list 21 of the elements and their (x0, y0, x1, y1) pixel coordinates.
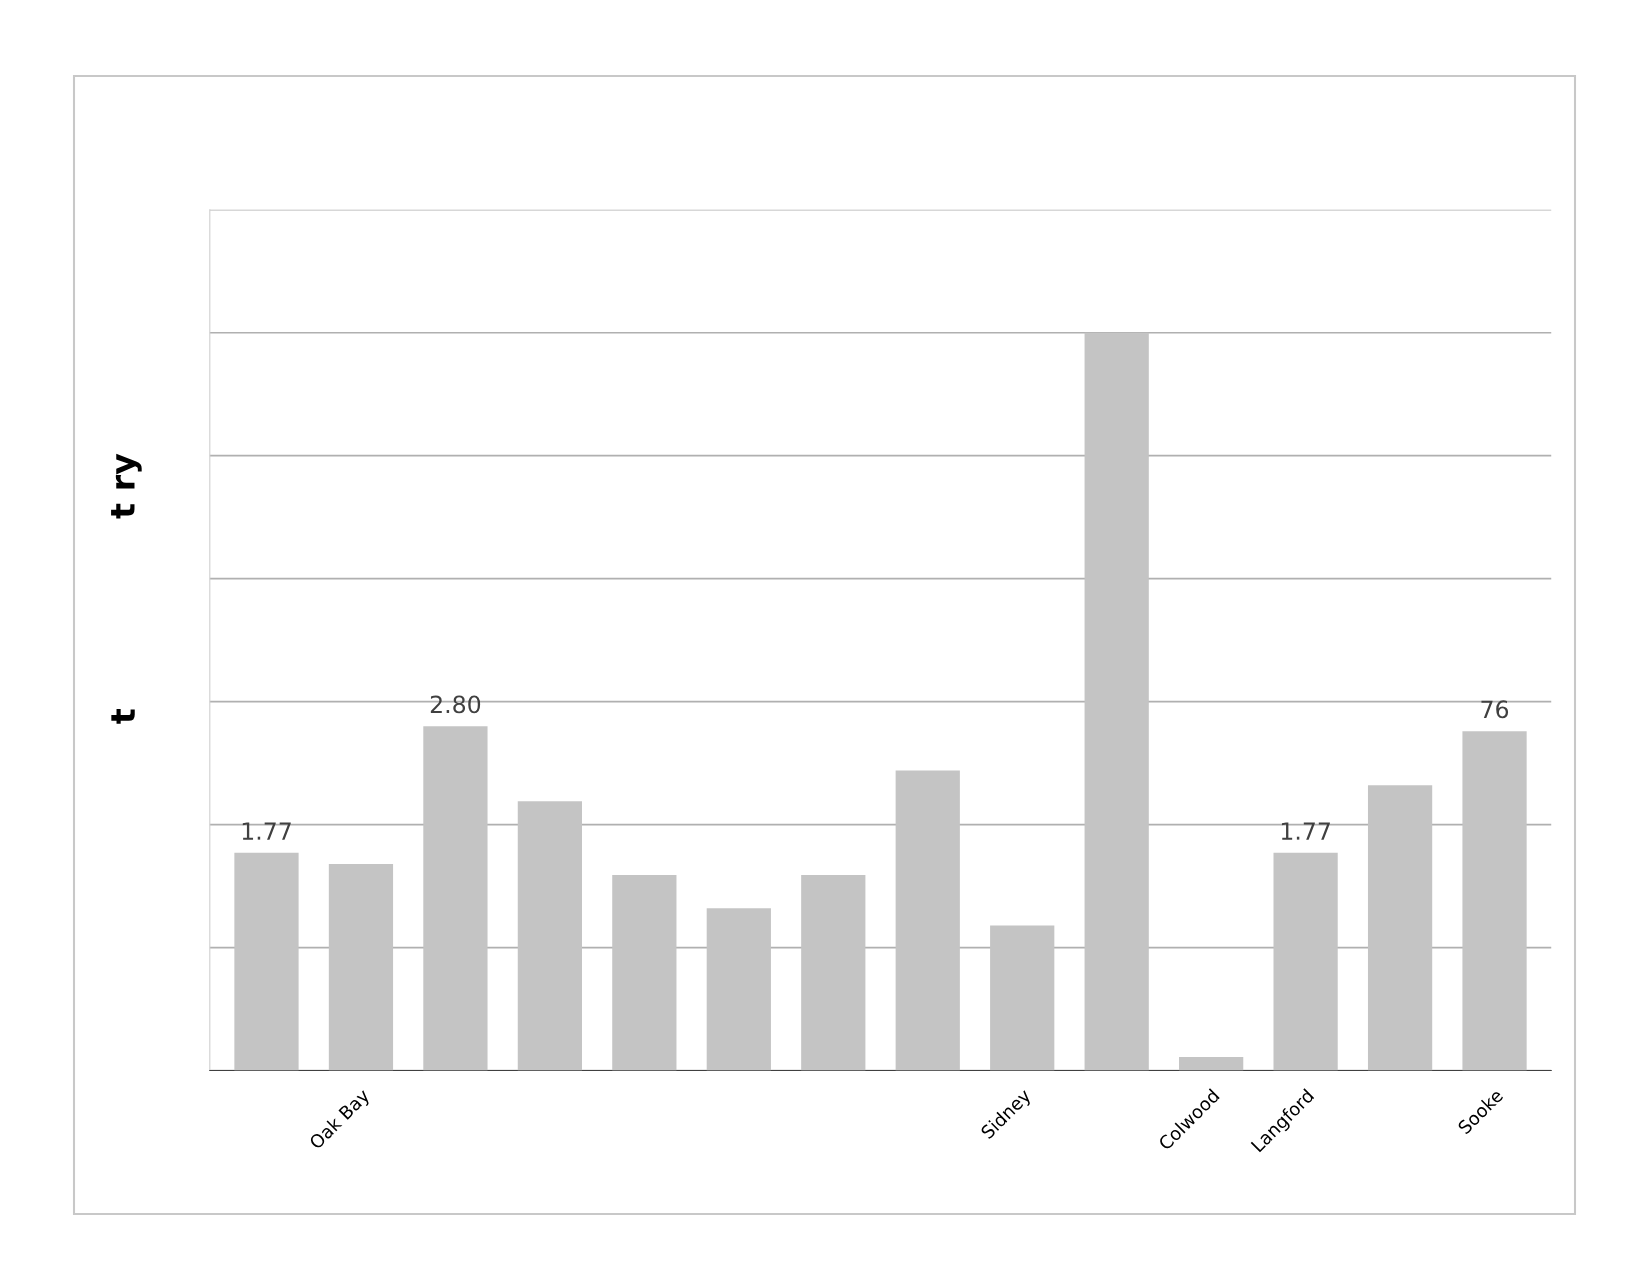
data-label: 1.77 (1281, 822, 1330, 840)
bar (234, 852, 299, 1071)
bar (328, 863, 394, 1071)
bar (1462, 731, 1527, 1071)
bar (1273, 852, 1338, 1071)
text: t ry (111, 453, 142, 519)
bar (517, 801, 582, 1071)
x-tick-label: Oak Bay (308, 1087, 373, 1153)
bar (801, 875, 866, 1071)
bar (895, 770, 960, 1071)
bar (1367, 785, 1433, 1071)
bar (706, 908, 771, 1071)
bar (1084, 332, 1149, 1071)
text: t (111, 709, 135, 724)
bar (1179, 1057, 1244, 1071)
data-label: 1.77 (242, 822, 291, 840)
bar (612, 875, 677, 1071)
bar (990, 925, 1055, 1071)
data-label: 2.80 (430, 695, 481, 714)
bar (423, 726, 488, 1071)
annotation: 76 (1481, 700, 1509, 719)
